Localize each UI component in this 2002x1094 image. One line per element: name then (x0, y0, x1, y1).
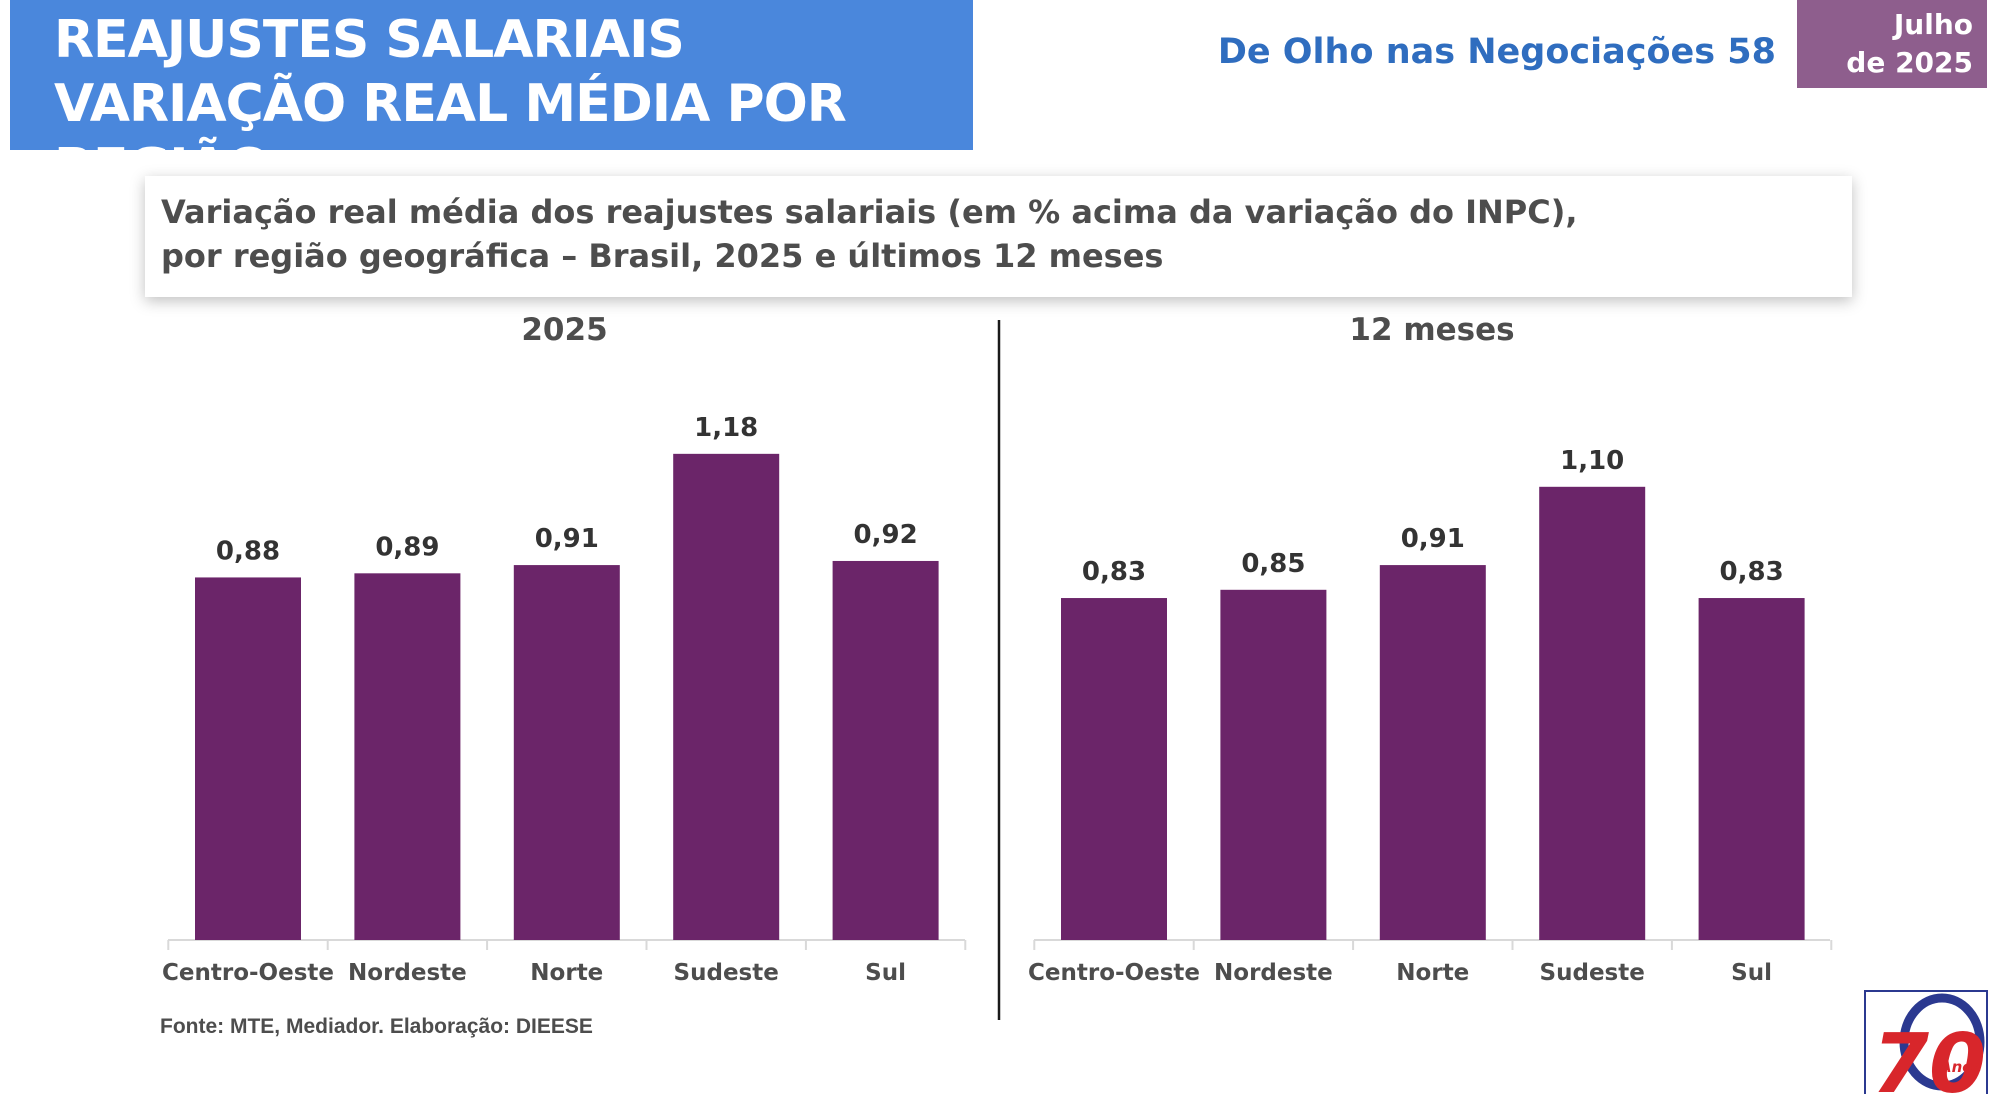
category-label: Centro-Oeste (162, 960, 334, 986)
data-label: 0,88 (216, 536, 280, 566)
date-year: de 2025 (1846, 46, 1973, 79)
bar-norte (513, 565, 620, 940)
logo-number: 70 (1872, 1017, 1986, 1094)
bar-norte (1379, 565, 1486, 940)
logo-graphic: 70 Anos (1872, 993, 1986, 1094)
bar-nordeste (354, 573, 461, 940)
logo-ring (1899, 993, 1985, 1091)
date-month: Julho (1893, 8, 1973, 41)
data-label: 0,89 (375, 532, 439, 562)
chart-subtitle-line-1: Variação real média dos reajustes salari… (161, 193, 1578, 231)
panel-title-1: 2025 (521, 312, 607, 348)
bar-nordeste (1220, 589, 1327, 940)
panel-title-2: 12 meses (1349, 312, 1514, 348)
anniversary-logo: 70 Anos (1864, 990, 1988, 1094)
category-label: Nordeste (1214, 960, 1333, 986)
category-label: Norte (1396, 960, 1469, 986)
bar-centro-oeste (195, 577, 301, 940)
bar-sul (832, 560, 939, 940)
bar-sudeste (673, 453, 780, 940)
data-label: 1,18 (694, 413, 758, 443)
date-badge: Julho de 2025 (1797, 0, 1987, 88)
publication-name: De Olho nas Negociações 58 (1217, 32, 1776, 72)
data-label: 0,85 (1241, 549, 1305, 579)
bar-sudeste (1539, 486, 1646, 940)
category-label: Sul (1731, 960, 1772, 986)
page-title-line-2: VARIAÇÃO REAL MÉDIA POR REGIÃO (54, 74, 847, 198)
page-title-line-1: REAJUSTES SALARIAIS (54, 10, 685, 70)
category-label: Norte (530, 960, 603, 986)
data-label: 0,92 (854, 520, 918, 550)
source-note: Fonte: MTE, Mediador. Elaboração: DIEESE (160, 1015, 593, 1038)
data-label: 0,91 (535, 524, 599, 554)
category-label: Sudeste (1540, 960, 1645, 986)
category-label: Nordeste (348, 960, 467, 986)
data-label: 1,10 (1560, 446, 1624, 476)
data-label: 0,83 (1082, 557, 1146, 587)
data-label: 0,83 (1720, 557, 1784, 587)
category-label: Sudeste (674, 960, 779, 986)
logo-word: Anos (1939, 1058, 1982, 1076)
chart-subtitle-box: Variação real média dos reajustes salari… (145, 176, 1852, 297)
category-label: Sul (865, 960, 906, 986)
data-label: 0,91 (1401, 524, 1465, 554)
category-label: Centro-Oeste (1028, 960, 1200, 986)
title-banner: REAJUSTES SALARIAIS VARIAÇÃO REAL MÉDIA … (10, 0, 973, 198)
bar-centro-oeste (1061, 598, 1167, 940)
chart-subtitle-line-2: por região geográfica – Brasil, 2025 e ú… (161, 237, 1164, 275)
bar-sul (1698, 598, 1805, 940)
